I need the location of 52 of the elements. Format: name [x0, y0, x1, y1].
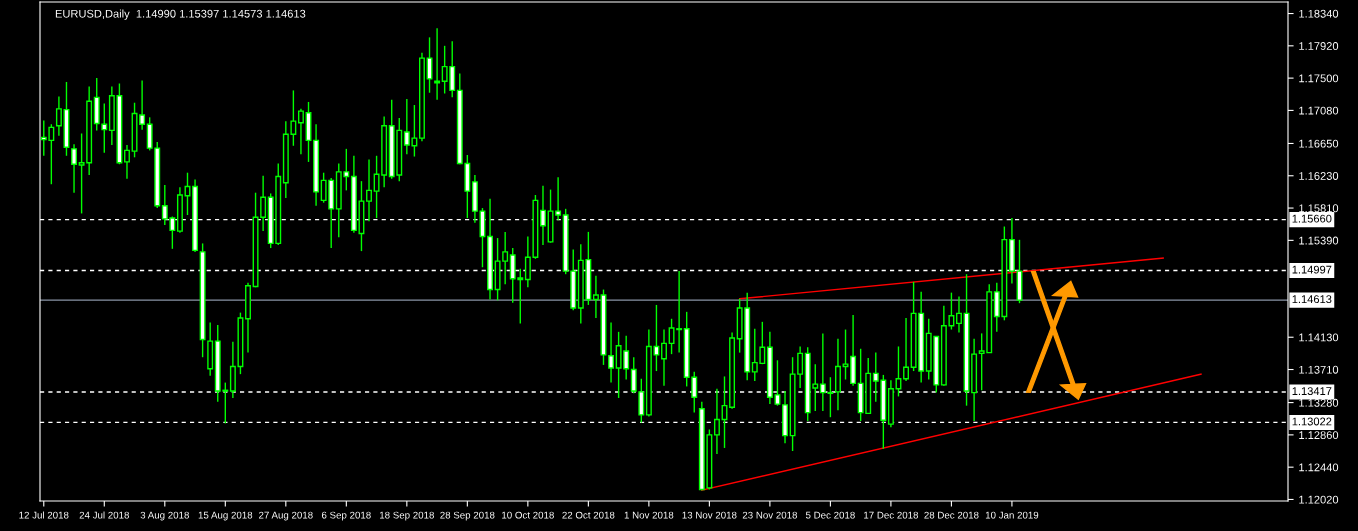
- candlestick: [55, 95, 62, 137]
- candlestick: [540, 185, 546, 246]
- candlestick: [297, 108, 304, 155]
- x-tick-label: 28 Sep 2018: [440, 511, 495, 521]
- x-tick-label: 23 Nov 2018: [742, 511, 798, 519]
- y-tick-label: 1.16230: [1299, 172, 1339, 180]
- y-tick-label: 1.14130: [1299, 333, 1339, 342]
- x-tick-label: 6 Sep 2018: [321, 511, 371, 521]
- x-tick-label: 12 Jul 2018: [19, 511, 69, 519]
- y-tick-label: 1.17920: [1299, 42, 1339, 50]
- x-tick-label: 18 Sep 2018: [380, 511, 434, 521]
- candlestick: [124, 144, 130, 180]
- y-tick-label: 1.17500: [1299, 74, 1339, 83]
- candlestick: [101, 102, 108, 154]
- y-tick-label: 1.12440: [1299, 463, 1339, 472]
- x-tick-label: 5 Dec 2018: [805, 511, 855, 519]
- y-tick-label: 1.13280: [1299, 398, 1339, 407]
- x-tick-label: 15 Aug 2018: [198, 511, 253, 521]
- candlestick: [956, 295, 962, 334]
- x-tick-label: 22 Oct 2018: [562, 511, 615, 519]
- x-tick-label: 1 Nov 2018: [624, 511, 674, 519]
- y-tick-label: 1.18340: [1299, 9, 1339, 18]
- ref-line-label: 1.13022: [1292, 417, 1332, 426]
- ref-line-label: 1.15660: [1292, 214, 1332, 223]
- y-tick-label: 1.13710: [1299, 365, 1339, 374]
- candlestick: [903, 317, 910, 382]
- x-tick-label: 24 Jul 2018: [79, 511, 130, 519]
- x-tick-label: 3 Aug 2018: [140, 511, 189, 521]
- x-tick-label: 10 Oct 2018: [502, 511, 554, 519]
- candlestick: [592, 275, 599, 319]
- x-tick-label: 27 Aug 2018: [259, 511, 313, 521]
- candlestick: [842, 328, 849, 381]
- ref-line-label: 1.14613: [1292, 295, 1332, 304]
- y-tick-label: 1.16650: [1299, 139, 1339, 148]
- candlestick: [366, 158, 372, 222]
- candlestick: [661, 328, 667, 387]
- x-tick-label: 17 Dec 2018: [864, 511, 919, 519]
- x-tick-label: 13 Nov 2018: [682, 511, 737, 519]
- candlestick: [713, 388, 720, 455]
- ref-line-label: 1.13417: [1292, 387, 1332, 396]
- text: EURUSD,Daily 1.14990 1.15397 1.14573 1.14613: [55, 9, 306, 20]
- x-tick-label: 28 Dec 2018: [924, 511, 979, 519]
- y-tick-label: 1.12860: [1299, 431, 1339, 440]
- candlestick: [608, 321, 615, 384]
- y-tick-label: 1.15390: [1299, 236, 1339, 245]
- candlestick: [71, 143, 78, 194]
- y-tick-label: 1.12020: [1299, 495, 1339, 504]
- y-tick-label: 1.17080: [1299, 106, 1339, 115]
- candlestick: [434, 27, 441, 101]
- ref-line-label: 1.14997: [1292, 265, 1332, 274]
- y-tick-label: 1.15810: [1299, 204, 1339, 213]
- x-tick-label: 10 Jan 2019: [985, 511, 1039, 519]
